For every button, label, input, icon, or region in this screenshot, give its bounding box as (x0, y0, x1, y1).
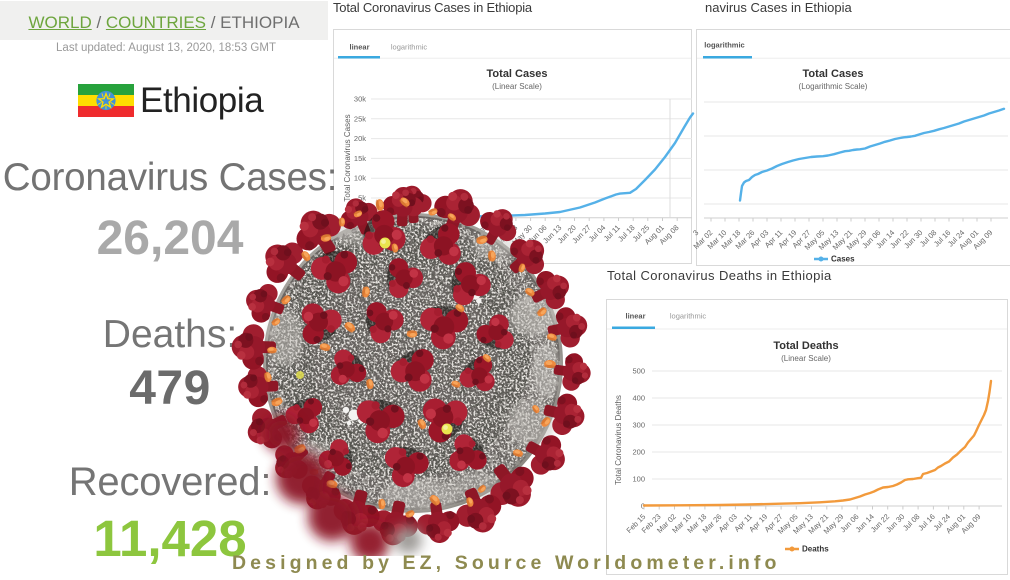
svg-text:(Logarithmic Scale): (Logarithmic Scale) (799, 82, 868, 91)
svg-text:Total Deaths: Total Deaths (773, 340, 838, 352)
svg-text:3: 3 (691, 228, 700, 237)
svg-text:logarithmic: logarithmic (704, 41, 744, 50)
svg-text:500: 500 (632, 367, 645, 376)
svg-text:Deaths: Deaths (802, 545, 829, 554)
svg-text:Total Coronavirus Deaths: Total Coronavirus Deaths (614, 395, 623, 485)
svg-text:(Linear Scale): (Linear Scale) (492, 82, 542, 91)
svg-text:logarithmic: logarithmic (391, 43, 428, 52)
svg-text:30k: 30k (354, 95, 366, 104)
svg-text:20k: 20k (354, 134, 366, 143)
svg-text:400: 400 (632, 394, 645, 403)
svg-text:Total Cases: Total Cases (487, 68, 548, 80)
svg-text:Total Cases: Total Cases (803, 68, 864, 80)
svg-text:linear: linear (625, 312, 645, 321)
svg-text:200: 200 (632, 448, 645, 457)
svg-text:300: 300 (632, 421, 645, 430)
svg-text:15k: 15k (354, 154, 366, 163)
svg-text:100: 100 (632, 475, 645, 484)
svg-text:Cases: Cases (831, 255, 855, 264)
svg-text:10k: 10k (354, 174, 366, 183)
svg-text:logarithmic: logarithmic (670, 312, 707, 321)
svg-text:(Linear Scale): (Linear Scale) (781, 354, 831, 363)
svg-text:25k: 25k (354, 114, 366, 123)
svg-text:linear: linear (349, 43, 369, 52)
svg-text:5k: 5k (358, 194, 366, 203)
svg-text:Total Coronavirus Cases: Total Coronavirus Cases (343, 114, 352, 201)
